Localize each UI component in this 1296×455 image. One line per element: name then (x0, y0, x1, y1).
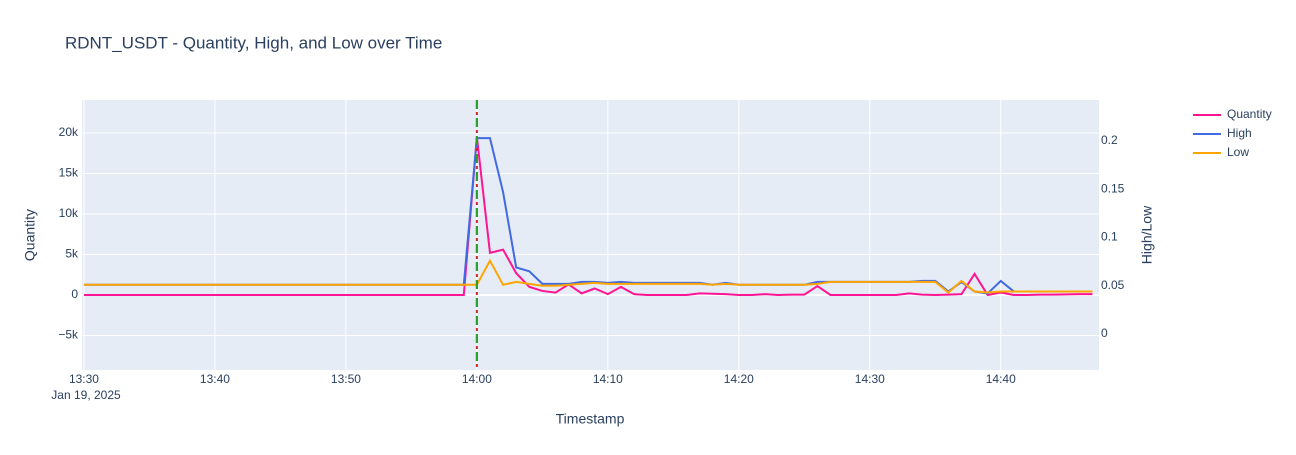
y-axis-title: Quantity (22, 209, 38, 261)
y-tick-label: 10k (59, 206, 79, 220)
y2-tick-label: 0.05 (1101, 278, 1125, 292)
y-tick-label: 0 (71, 287, 78, 301)
x-tick-label: 14:40 (986, 372, 1016, 386)
x-tick-label: 13:30 (69, 372, 99, 386)
y-tick-label: 15k (59, 166, 79, 180)
y-tick-label: −5k (58, 328, 79, 342)
x-tick-label: 14:00 (462, 372, 492, 386)
y2-tick-label: 0 (1101, 326, 1108, 340)
x-tick-label: 14:10 (593, 372, 623, 386)
y-tick-label: 5k (65, 247, 79, 261)
x-tick-label: 13:40 (200, 372, 230, 386)
legend-label: Low (1227, 145, 1249, 159)
chart-title: RDNT_USDT - Quantity, High, and Low over… (65, 33, 442, 52)
y2-tick-label: 0.15 (1101, 181, 1125, 195)
y2-axis-title: High/Low (1139, 205, 1155, 264)
x-axis-title: Timestamp (556, 411, 625, 427)
series-line (83, 258, 1093, 294)
y2-tick-label: 0.2 (1101, 133, 1118, 147)
legend-label: Quantity (1227, 107, 1272, 121)
legend-label: High (1227, 126, 1252, 140)
x-date-label: Jan 19, 2025 (51, 388, 121, 402)
x-tick-label: 14:30 (855, 372, 885, 386)
x-tick-label: 14:20 (724, 372, 754, 386)
y-tick-label: 20k (59, 125, 79, 139)
series-line (83, 136, 1093, 297)
y2-tick-label: 0.1 (1101, 230, 1118, 244)
plot-area (82, 100, 1099, 370)
x-tick-label: 13:50 (331, 372, 361, 386)
